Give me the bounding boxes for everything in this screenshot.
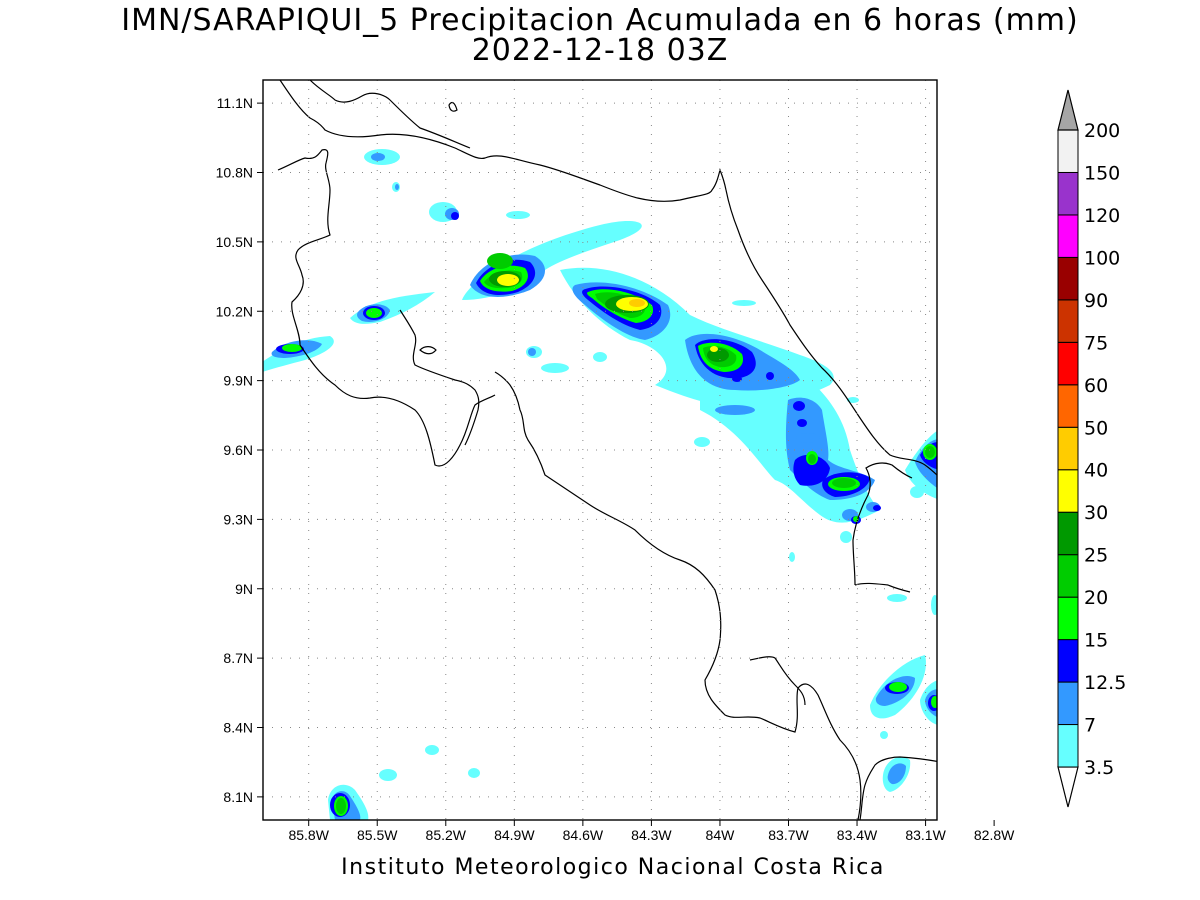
colorbar-swatch: [1057, 511, 1079, 556]
colorbar-level-label: 30: [1084, 502, 1108, 524]
lat-tick-label: 8.1N: [223, 789, 253, 805]
colorbar-swatch: [1057, 299, 1079, 343]
colorbar-level-label: 100: [1084, 247, 1120, 269]
precipitation-field: [263, 149, 937, 820]
map-gridlines: [263, 80, 937, 820]
lon-tick-label: 83.4W: [837, 827, 878, 843]
lon-tick-label: 84.6W: [563, 827, 604, 843]
colorbar-under-arrow: [1057, 766, 1079, 808]
colorbar-level-label: 50: [1084, 417, 1108, 439]
colorbar-level-label: 75: [1084, 332, 1108, 354]
colorbar-level-label: 25: [1084, 545, 1108, 567]
colorbar-level-label: 20: [1084, 587, 1108, 609]
lon-tick-label: 84W: [706, 827, 736, 843]
colorbar-swatch: [1057, 256, 1079, 301]
colorbar-level-label: 12.5: [1084, 672, 1126, 694]
colorbar-swatch: [1057, 426, 1079, 471]
lon-tick-label: 83.1W: [905, 827, 946, 843]
colorbar-swatch: [1057, 129, 1079, 173]
map-subtitle-datetime: 2022-12-18 03Z: [471, 33, 729, 68]
colorbar-swatch: [1057, 469, 1079, 513]
longitude-axis: 85.8W 85.5W 85.2W 84.9W 84.6W 84.3W 84W 83.7W 83…: [288, 820, 1015, 843]
latitude-axis: 11.1N 10.8N 10.5N 10.2N 9.9N 9.6N 9.3N 9N 8.7N 8.…: [216, 95, 263, 805]
precipitation-colorbar: 3.5 7 12.5 15 20 25 30 40 50 60 75 90 100 120 150 200: [1057, 89, 1126, 808]
lon-tick-label: 84.3W: [631, 827, 672, 843]
lat-tick-label: 11.1N: [217, 95, 253, 111]
colorbar-over-arrow: [1057, 89, 1079, 131]
lat-tick-label: 10.8N: [216, 165, 253, 181]
colorbar-swatch: [1057, 171, 1079, 216]
colorbar-swatch: [1057, 384, 1079, 428]
lat-tick-label: 10.2N: [216, 303, 253, 319]
coastline-borders: [277, 80, 937, 820]
colorbar-swatch: [1057, 681, 1079, 726]
lon-tick-label: 85.8W: [288, 827, 329, 843]
colorbar-level-label: 150: [1084, 162, 1120, 184]
lat-tick-label: 9.9N: [223, 373, 253, 389]
colorbar-level-label: 40: [1084, 460, 1108, 482]
lon-tick-label: 85.2W: [426, 827, 467, 843]
lat-tick-label: 8.4N: [223, 720, 253, 736]
map-plot-area: [263, 80, 937, 820]
lat-tick-label: 10.5N: [216, 234, 253, 250]
lon-tick-label: 83.7W: [768, 827, 809, 843]
colorbar-level-label: 120: [1084, 205, 1120, 227]
colorbar-level-label: 90: [1084, 290, 1108, 312]
colorbar-swatch: [1057, 596, 1079, 641]
colorbar-swatch: [1057, 341, 1079, 386]
lat-tick-label: 9N: [235, 581, 253, 597]
lon-tick-label: 85.5W: [357, 827, 398, 843]
colorbar-level-label: 60: [1084, 375, 1108, 397]
lat-tick-label: 9.6N: [223, 442, 253, 458]
colorbar-swatch: [1057, 639, 1079, 683]
colorbar-swatch: [1057, 554, 1079, 598]
colorbar-level-label: 7: [1084, 715, 1096, 737]
footer-institution: Instituto Meteorologico Nacional Costa R…: [341, 855, 885, 880]
lon-tick-label: 82.8W: [974, 827, 1015, 843]
lat-tick-label: 9.3N: [223, 511, 253, 527]
lat-tick-label: 8.7N: [223, 650, 253, 666]
colorbar-swatch: [1057, 214, 1079, 258]
colorbar-level-label: 15: [1084, 630, 1108, 652]
map-title: IMN/SARAPIQUI_5 Precipitacion Acumulada …: [121, 3, 1079, 38]
lon-tick-label: 84.9W: [494, 827, 535, 843]
colorbar-swatch: [1057, 724, 1079, 768]
colorbar-level-label: 3.5: [1084, 757, 1114, 779]
colorbar-level-label: 200: [1084, 120, 1120, 142]
